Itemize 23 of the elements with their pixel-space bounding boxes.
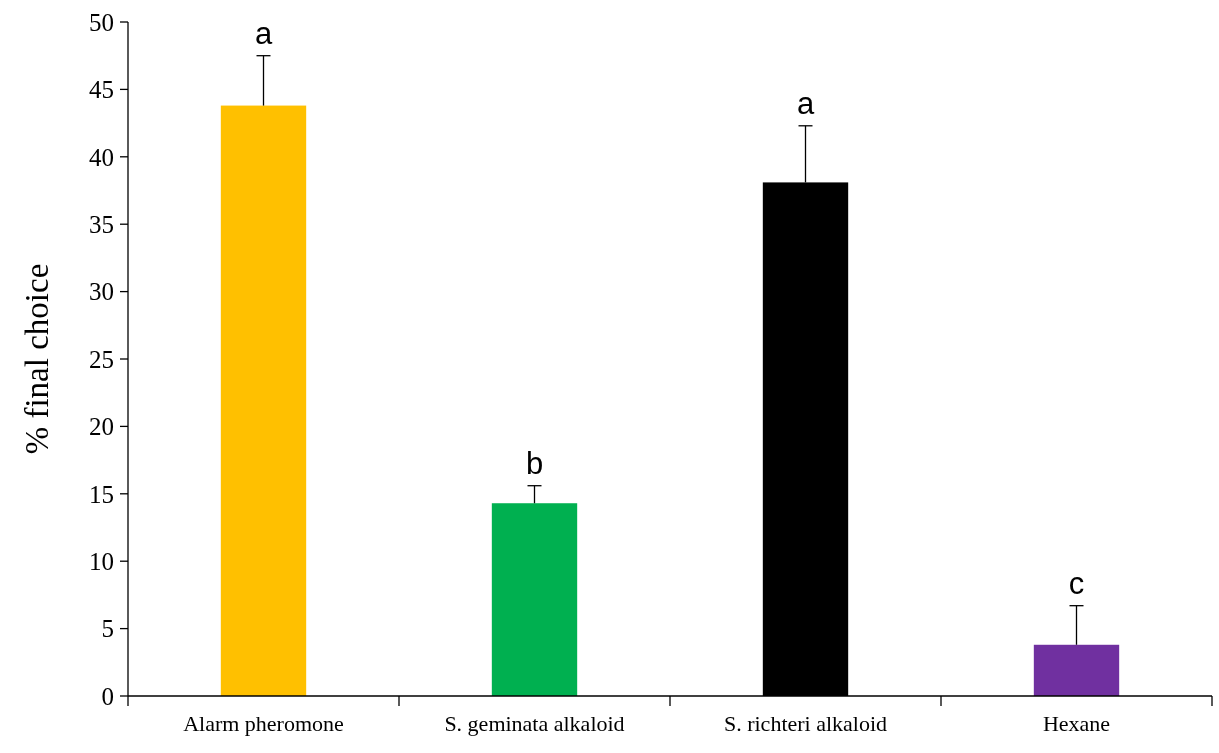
bar [220,105,307,696]
y-tick-label: 45 [89,76,114,104]
y-tick-label: 20 [89,413,114,441]
annotation: c [1068,565,1085,601]
y-tick-label: 30 [89,278,114,306]
annotation: b [525,445,544,481]
y-tick-label: 35 [89,210,114,238]
y-tick-label: 25 [89,345,114,373]
y-tick-label: 5 [101,615,114,643]
y-tick-label: 50 [89,8,114,36]
annotation: a [796,85,815,121]
y-tick-label: 0 [101,682,114,710]
x-tick-label: Alarm pheromone [183,711,344,736]
bar [491,503,578,696]
y-tick-label: 40 [89,143,114,171]
annotation: a [254,15,273,51]
x-tick-label: Hexane [1042,711,1111,736]
y-tick-label: 10 [89,547,114,575]
y-axis-title: % final choice [19,263,55,455]
x-tick-label: S. geminata alkaloid [444,711,625,736]
bar [1033,644,1120,696]
x-tick-label: S. richteri alkaloid [723,711,888,736]
y-tick-label: 15 [89,480,114,508]
